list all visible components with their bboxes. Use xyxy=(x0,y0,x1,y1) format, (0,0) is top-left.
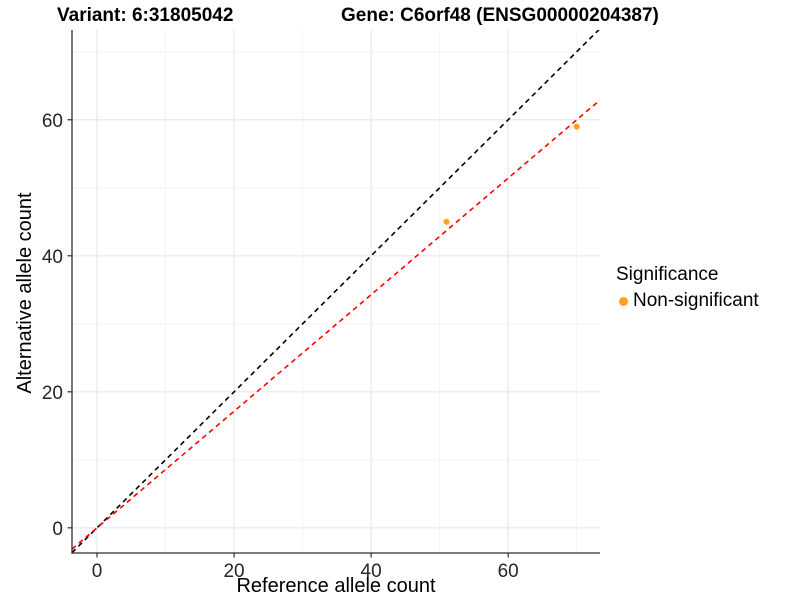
x-tick-label: 0 xyxy=(92,561,103,582)
x-axis-title: Reference allele count xyxy=(236,575,436,597)
y-tick-label: 20 xyxy=(42,383,63,404)
y-tick-label: 0 xyxy=(52,519,63,540)
data-point xyxy=(443,218,450,225)
legend-title: Significance xyxy=(616,264,719,285)
y-tick-label: 40 xyxy=(42,247,63,268)
x-tick-label: 20 xyxy=(223,561,244,582)
chart-title-gene: Gene: C6orf48 (ENSG00000204387) xyxy=(341,5,659,26)
x-tick-label: 60 xyxy=(498,561,519,582)
x-tick-label: 40 xyxy=(361,561,382,582)
identity-line xyxy=(72,30,600,553)
chart-title-variant: Variant: 6:31805042 xyxy=(57,5,234,26)
data-point xyxy=(573,123,580,130)
y-tick-label: 60 xyxy=(42,111,63,132)
legend-item-label: Non-significant xyxy=(633,290,759,311)
legend: Significance Non-significant xyxy=(616,263,759,312)
fit-line xyxy=(72,99,600,550)
legend-item-non-significant: Non-significant xyxy=(616,290,759,312)
legend-point-icon xyxy=(619,296,628,306)
y-axis-title: Alternative allele count xyxy=(14,192,36,394)
